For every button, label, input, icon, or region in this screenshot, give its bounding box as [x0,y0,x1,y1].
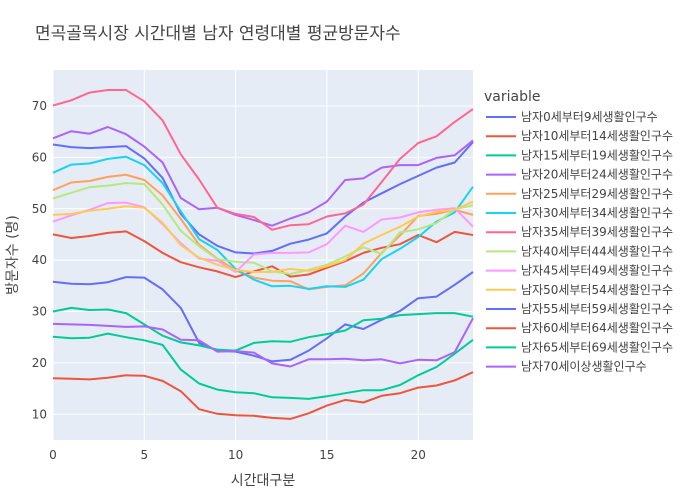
legend-label-4: 남자25세부터29세생활인구수 [521,187,673,201]
series-layer [52,89,474,420]
y-tick-label: 70 [32,99,47,113]
series-line-0 [52,141,474,255]
chart-title: 면곡골목시장 시간대별 남자 연령대별 평균방문자수 [35,24,401,44]
x-tick-label: 15 [319,448,334,462]
legend-label-9: 남자50세부터54세생활인구수 [521,283,673,297]
series-line-1 [52,230,474,279]
legend-label-13: 남자70세이상생활인구수 [521,360,647,374]
y-axis-label: 방문자수 (명) [5,215,21,295]
y-tick-label: 30 [32,305,47,319]
x-tick-label: 20 [411,448,426,462]
legend-label-10: 남자55세부터59세생활인구수 [521,302,673,316]
series-line-13 [52,317,474,368]
tick-layer: 10 20 30 40 50 60 70 0 5 10 15 20 [32,99,426,462]
y-tick-label: 20 [32,356,47,370]
legend-label-0: 남자0세부터9세생활인구수 [521,110,658,124]
legend-title: variable [484,89,540,105]
legend-label-7: 남자40세부터44세생활인구수 [521,244,673,258]
y-tick-label: 10 [32,407,47,421]
legend-label-8: 남자45세부터49세생활인구수 [521,264,673,278]
x-tick-label: 0 [49,448,57,462]
x-tick-label: 10 [228,448,243,462]
legend-label-6: 남자35세부터39세생활인구수 [521,225,673,239]
plot-background [53,70,473,440]
y-tick-label: 60 [32,150,47,164]
legend-label-5: 남자30세부터34세생활인구수 [521,206,673,220]
series-line-5 [52,155,474,290]
series-line-7 [52,182,474,275]
legend-label-1: 남자10세부터14세생활인구수 [521,129,673,143]
legend-label-11: 남자60세부터64세생활인구수 [521,321,673,335]
legend-label-12: 남자65세부터69세생활인구수 [521,340,673,354]
legend-label-3: 남자20세부터24세생활인구수 [521,168,673,182]
series-line-8 [52,201,474,273]
series-line-12 [52,306,474,352]
x-axis-label: 시간대구분 [231,473,296,489]
y-tick-label: 50 [32,202,47,216]
legend-label-2: 남자15세부터19세생활인구수 [521,148,673,162]
series-line-2 [52,332,474,400]
series-line-6 [52,89,474,231]
y-tick-label: 40 [32,253,47,267]
legend: 남자0세부터9세생활인구수남자10세부터14세생활인구수남자15세부터19세생활… [486,110,673,374]
x-tick-label: 5 [140,448,148,462]
series-line-9 [52,200,474,273]
series-line-11 [52,371,474,420]
